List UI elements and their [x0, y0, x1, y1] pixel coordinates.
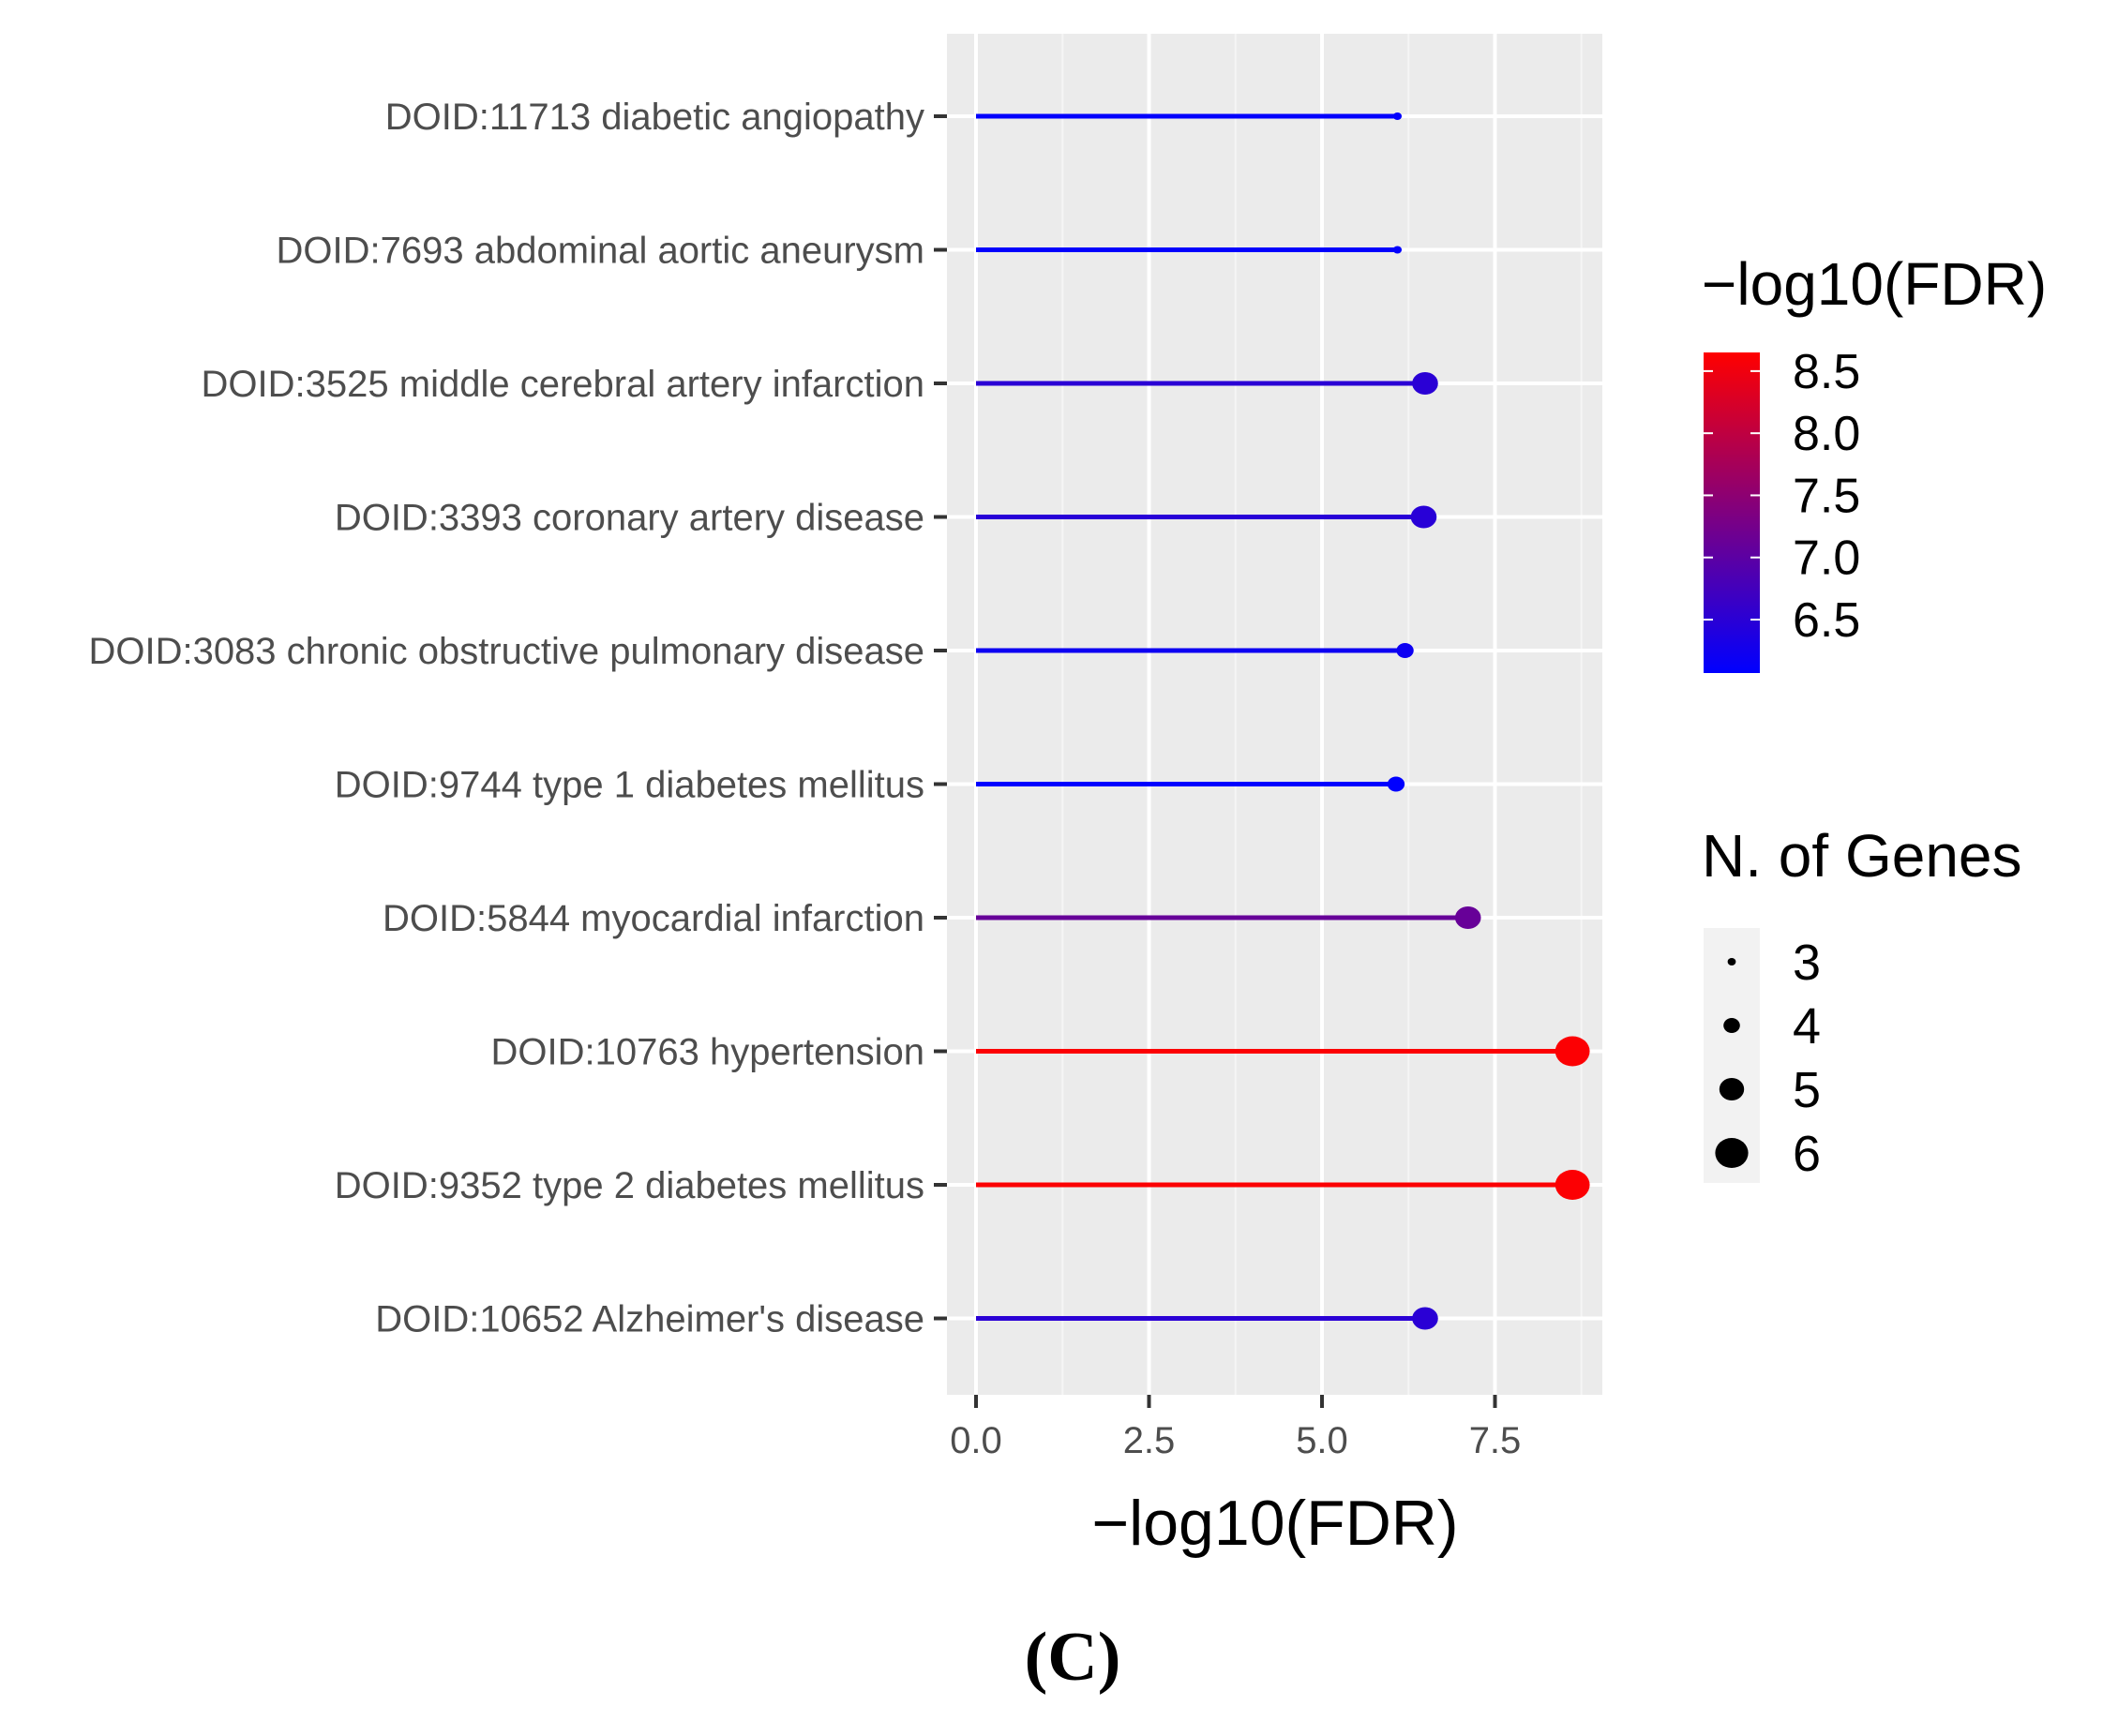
size-legend-label: 3	[1793, 935, 1821, 991]
size-legend-label: 5	[1793, 1062, 1821, 1118]
colorbar-label: 8.0	[1793, 407, 1860, 461]
x-axis-title: −log10(FDR)	[1091, 1488, 1458, 1559]
color-legend-title: −log10(FDR)	[1702, 250, 2047, 318]
y-tick-label: DOID:7693 abdominal aortic aneurysm	[277, 231, 924, 272]
lollipop-point	[1410, 505, 1437, 529]
lollipop-point	[1555, 1036, 1590, 1067]
lollipop-point	[1387, 776, 1405, 792]
y-tick-label: DOID:5844 myocardial infarction	[383, 898, 924, 939]
lollipop-point	[1392, 246, 1403, 254]
lollipop-point	[1392, 112, 1403, 120]
colorbar	[1704, 352, 1760, 673]
size-legend-label: 6	[1793, 1126, 1821, 1182]
lollipop-point	[1555, 1170, 1590, 1200]
size-legend-point	[1719, 1078, 1745, 1100]
size-legend-point	[1727, 958, 1736, 965]
y-tick-label: DOID:10652 Alzheimer's disease	[375, 1299, 924, 1340]
y-tick-label: DOID:11713 diabetic angiopathy	[385, 97, 924, 138]
y-tick-label: DOID:10763 hypertension	[491, 1032, 925, 1073]
lollipop-point	[1454, 906, 1481, 929]
lollipop-point	[1396, 643, 1414, 658]
lollipop-point	[1412, 1307, 1438, 1330]
colorbar-label: 8.5	[1793, 345, 1860, 399]
size-legend-title: N. of Genes	[1702, 822, 2022, 890]
size-legend-label: 4	[1793, 998, 1821, 1055]
size-legend-point	[1723, 1018, 1740, 1033]
colorbar-label: 6.5	[1793, 593, 1860, 648]
x-tick-label: 7.5	[1469, 1420, 1522, 1461]
plot-panel	[947, 34, 1602, 1395]
x-tick-label: 2.5	[1123, 1420, 1176, 1461]
x-tick-label: 0.0	[950, 1420, 1002, 1461]
y-tick-label: DOID:9352 type 2 diabetes mellitus	[335, 1165, 924, 1206]
lollipop-point	[1412, 372, 1438, 395]
y-tick-label: DOID:3525 middle cerebral artery infarct…	[202, 364, 924, 405]
size-legend-point	[1715, 1138, 1749, 1168]
y-tick-label: DOID:3083 chronic obstructive pulmonary …	[88, 631, 924, 672]
colorbar-label: 7.5	[1793, 469, 1860, 523]
colorbar-label: 7.0	[1793, 531, 1860, 586]
x-tick-label: 5.0	[1296, 1420, 1348, 1461]
y-tick-label: DOID:9744 type 1 diabetes mellitus	[335, 765, 924, 806]
y-tick-label: DOID:3393 coronary artery disease	[335, 498, 924, 539]
panel-label: (C)	[1025, 1619, 1121, 1696]
